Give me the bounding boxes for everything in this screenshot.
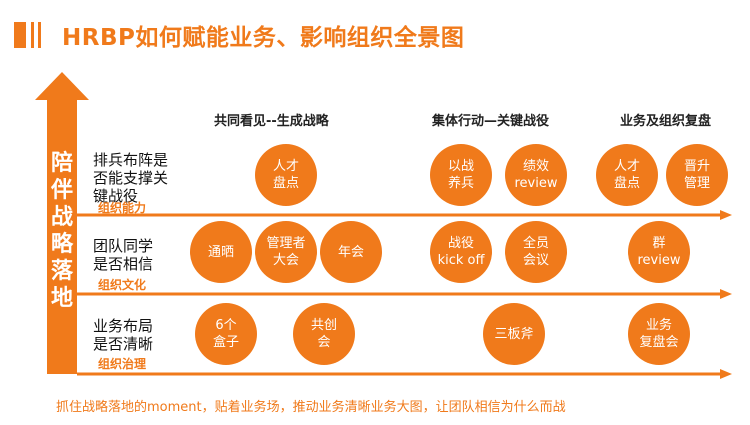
row-arrow-1 bbox=[77, 210, 732, 220]
circle-promotion-management: 晋升 管理 bbox=[666, 144, 728, 206]
row-tag-governance: 组织治理 bbox=[98, 357, 147, 371]
row-arrow-3 bbox=[77, 369, 732, 379]
vertical-arrow bbox=[35, 72, 89, 374]
row-label-capability: 排兵布阵是 否能支撑关 键战役 bbox=[93, 151, 169, 205]
circle-talent-review: 人才 盘点 bbox=[255, 144, 317, 206]
circle-manager-meeting: 管理者 大会 bbox=[255, 221, 317, 283]
footer-note: 抓住战略落地的moment，贴着业务场，推动业务清晰业务大图，让团队相信为什么而… bbox=[56, 400, 566, 415]
vertical-arrow-label: 陪 伴 战 略 落 地 bbox=[50, 151, 73, 311]
row-label-culture: 团队同学 是否相信 bbox=[93, 237, 154, 273]
circle-battle-kickoff: 战役 kick off bbox=[430, 221, 492, 283]
circle-share-out: 通晒 bbox=[190, 221, 252, 283]
title-accent-block bbox=[14, 22, 26, 48]
circle-all-hands: 全员 会议 bbox=[505, 221, 567, 283]
page-title: HRBP如何赋能业务、影响组织全景图 bbox=[62, 25, 465, 51]
title-accent-stripe-2 bbox=[38, 22, 41, 48]
circle-train-by-battle: 以战 养兵 bbox=[430, 144, 492, 206]
circle-talent-review-2: 人才 盘点 bbox=[596, 144, 658, 206]
circle-performance-review: 绩效 review bbox=[505, 144, 567, 206]
row-tag-culture: 组织文化 bbox=[98, 278, 147, 292]
column-header-action: 集体行动—关键战役 bbox=[432, 114, 550, 129]
circle-group-review: 群 review bbox=[628, 221, 690, 283]
circle-annual-party: 年会 bbox=[320, 221, 382, 283]
circle-business-review: 业务 复盘会 bbox=[628, 303, 690, 365]
title-accent-stripe-1 bbox=[31, 22, 34, 48]
column-header-strategy: 共同看见--生成战略 bbox=[214, 114, 329, 129]
circle-six-boxes: 6个 盒子 bbox=[195, 303, 257, 365]
circle-three-axes: 三板斧 bbox=[483, 303, 545, 365]
row-tag-capability: 组织能力 bbox=[98, 201, 147, 215]
row-arrow-2 bbox=[77, 289, 732, 299]
column-header-review: 业务及组织复盘 bbox=[620, 114, 712, 129]
row-label-governance: 业务布局 是否清晰 bbox=[93, 317, 154, 353]
circle-co-creation: 共创会 bbox=[293, 303, 355, 365]
